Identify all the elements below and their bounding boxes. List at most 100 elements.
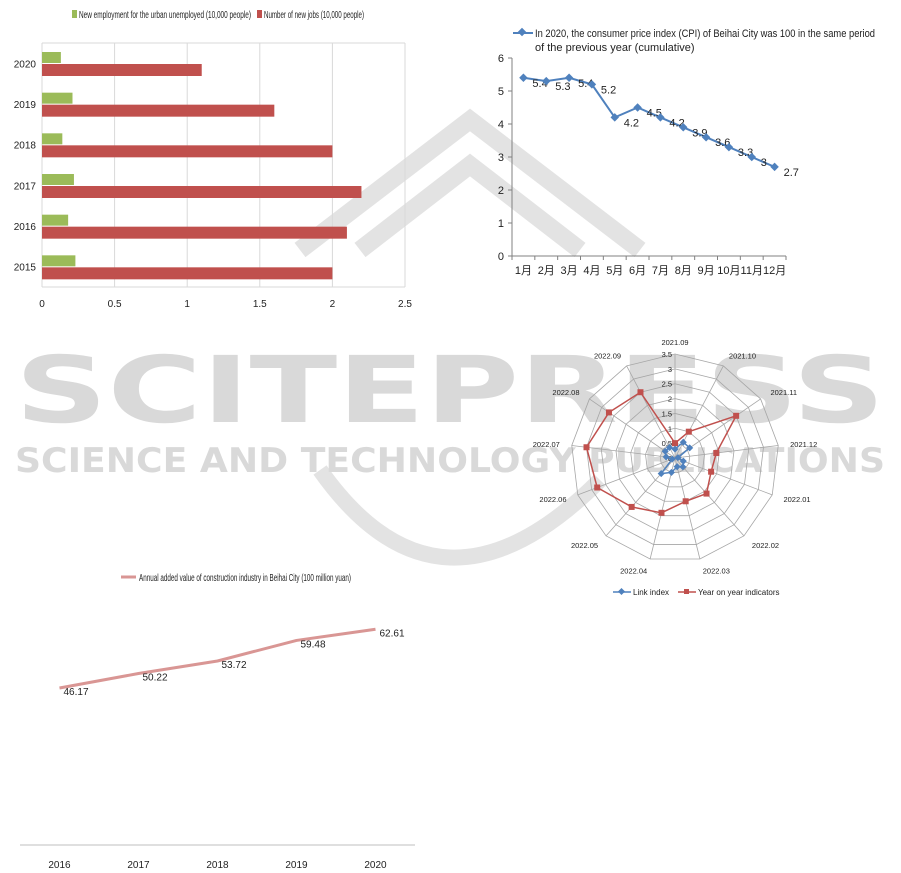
radial-tick-label: 1 xyxy=(668,424,672,433)
watermark-line2: SCIENCE AND TECHNOLOGY PUBLICATIONS xyxy=(15,441,885,481)
x-tick-label: 2019 xyxy=(285,860,308,871)
radar-ring xyxy=(586,368,764,545)
y-tick-label: 2020 xyxy=(14,59,37,70)
bar-new-employment xyxy=(42,214,69,226)
data-point-link-index xyxy=(679,463,687,471)
category-label: 2022.03 xyxy=(703,567,730,576)
data-point-link-index xyxy=(686,444,694,452)
data-point-year-on-year xyxy=(703,490,710,497)
data-point-year-on-year xyxy=(605,409,612,416)
radial-tick-label: 2 xyxy=(668,395,672,404)
y-tick-label: 5 xyxy=(498,86,504,98)
data-point-year-on-year xyxy=(658,509,665,516)
data-point-year-on-year xyxy=(682,498,689,505)
category-label: 2022.05 xyxy=(571,541,598,550)
data-point-year-on-year xyxy=(628,503,635,510)
data-label: 4.2 xyxy=(624,117,639,129)
x-tick-labels: 2016 2017 2018 2019 2020 xyxy=(48,860,387,871)
data-point-year-on-year xyxy=(708,468,715,475)
x-tick-label: 2月 xyxy=(538,265,555,277)
bar-new-jobs xyxy=(42,226,347,239)
data-point xyxy=(519,73,528,83)
x-tick-label: 6月 xyxy=(629,265,646,277)
radar-spoke xyxy=(577,457,676,496)
gridlines xyxy=(41,42,406,288)
data-label: 2.7 xyxy=(784,167,799,179)
legend: Annual added value of construction indus… xyxy=(121,573,351,584)
legend-label-new-jobs: Number of new jobs (10,000 people) xyxy=(264,10,364,21)
radial-tick-label: 3.5 xyxy=(662,350,672,359)
data-label: 62.61 xyxy=(380,628,405,639)
legend: In 2020, the consumer price index (CPI) … xyxy=(513,27,875,54)
radar-ring xyxy=(571,353,779,560)
radar-spoke xyxy=(589,398,676,459)
y-tick-label: 4 xyxy=(498,119,504,131)
y-tick-label: 2 xyxy=(498,185,504,197)
x-tick-label: 1月 xyxy=(515,265,532,277)
category-label: 2022.01 xyxy=(783,495,810,504)
data-label: 5.4 xyxy=(578,78,593,90)
radar-spoke xyxy=(626,365,676,459)
x-tick-label: 10月 xyxy=(717,265,740,277)
y-tick-labels: 2020 2019 2018 2017 2016 2015 xyxy=(14,59,37,273)
employment-bar-chart: New employment for the urban unemployed … xyxy=(14,10,412,310)
radar-chart: 00.511.522.533.5 2021.092021.102021.1120… xyxy=(533,338,818,597)
legend-marker-year-on-year xyxy=(684,589,689,594)
bar-new-employment xyxy=(42,133,63,145)
bar-new-jobs xyxy=(42,145,333,158)
cpi-line-chart: In 2020, the consumer price index (CPI) … xyxy=(498,27,875,277)
legend-label-cpi-line1: In 2020, the consumer price index (CPI) … xyxy=(535,28,875,40)
x-tick-labels: 1月 2月 3月 4月 5月 6月 7月 8月 9月 10月 11月 12月 xyxy=(515,265,786,277)
y-tick-label: 0 xyxy=(498,251,504,263)
x-tick-label: 1.5 xyxy=(253,299,267,310)
data-label: 5.2 xyxy=(601,84,616,96)
watermark-swoosh xyxy=(294,108,646,566)
x-tick-label: 4月 xyxy=(583,265,600,277)
radar-spoke xyxy=(674,457,701,560)
data-point-year-on-year xyxy=(583,444,590,451)
category-label: 2022.07 xyxy=(533,440,560,449)
data-point-link-index xyxy=(657,470,665,478)
y-tick-labels: 0 1 2 3 4 5 6 xyxy=(498,53,504,263)
x-tick-label: 2016 xyxy=(48,860,71,871)
legend: New employment for the urban unemployed … xyxy=(72,10,364,21)
radial-tick-label: 0.5 xyxy=(662,439,672,448)
x-tick-label: 2 xyxy=(330,299,336,310)
legend-marker-cpi xyxy=(517,27,527,37)
data-label: 46.17 xyxy=(64,687,89,698)
data-label: 4.2 xyxy=(669,117,684,129)
radar-spoke xyxy=(674,457,773,496)
radar-ring xyxy=(600,383,750,531)
bars xyxy=(42,52,362,280)
x-tick-label: 11月 xyxy=(741,265,763,277)
x-tick-label: 0.5 xyxy=(108,299,122,310)
series xyxy=(583,389,740,516)
bar-new-jobs xyxy=(42,64,202,76)
y-tick-label: 2018 xyxy=(14,141,37,152)
series-line-construction xyxy=(59,627,376,690)
legend-label-link-index: Link index xyxy=(633,588,669,597)
radar-spoke xyxy=(674,457,745,537)
category-label: 2022.06 xyxy=(539,495,566,504)
y-tick-label: 3 xyxy=(498,152,504,164)
legend-swatch-green xyxy=(72,10,77,18)
series-line-cpi xyxy=(523,76,775,168)
x-tick-label: 9月 xyxy=(698,265,715,277)
bar-new-employment xyxy=(42,92,73,104)
data-label: 59.48 xyxy=(301,639,326,650)
y-tick-label: 2017 xyxy=(14,181,37,192)
legend-swatch-red xyxy=(257,10,262,18)
bar-new-employment xyxy=(42,255,76,267)
category-labels: 2021.09 2021.10 2021.11 2021.12 2022.01 2022.… xyxy=(533,338,818,576)
data-point-year-on-year xyxy=(713,449,720,456)
category-label: 2022.02 xyxy=(752,541,779,550)
radial-tick-label: 3 xyxy=(668,365,672,374)
y-tick-label: 2015 xyxy=(14,263,37,274)
x-tick-label: 5月 xyxy=(606,265,623,277)
radial-tick-label: 1.5 xyxy=(662,409,672,418)
bar-new-jobs xyxy=(42,186,362,198)
data-point xyxy=(770,162,779,172)
x-tick-label: 2.5 xyxy=(398,299,412,310)
legend-label-year-on-year: Year on year indicators xyxy=(698,588,780,597)
